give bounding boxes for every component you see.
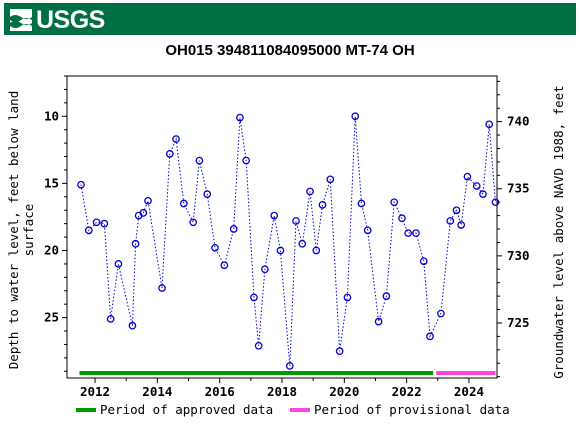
data-point bbox=[270, 211, 279, 220]
x-tick-label: 2018 bbox=[267, 384, 297, 399]
data-point bbox=[491, 198, 500, 207]
data-point bbox=[131, 239, 140, 248]
data-point bbox=[312, 246, 321, 255]
data-point bbox=[363, 226, 372, 235]
data-point bbox=[211, 243, 219, 252]
data-point bbox=[92, 218, 101, 227]
data-point bbox=[292, 217, 300, 225]
data-point bbox=[144, 196, 152, 205]
data-point bbox=[250, 293, 258, 302]
data-point bbox=[254, 341, 263, 350]
data-point bbox=[84, 226, 93, 235]
data-point bbox=[114, 260, 123, 268]
x-tick-label: 2020 bbox=[329, 384, 359, 399]
data-point bbox=[298, 239, 307, 248]
y-left-tick-label: 10 bbox=[44, 108, 59, 123]
data-point bbox=[77, 180, 85, 189]
data-point bbox=[357, 199, 366, 208]
data-point bbox=[446, 217, 455, 225]
data-point bbox=[374, 317, 383, 326]
data-point bbox=[426, 332, 434, 341]
data-point bbox=[452, 206, 461, 215]
x-tick-label: 2014 bbox=[142, 384, 172, 399]
data-point bbox=[485, 120, 494, 129]
data-point bbox=[242, 156, 251, 165]
plot-frame bbox=[66, 75, 498, 379]
usgs-wave-icon bbox=[10, 9, 32, 31]
y-axis-right-label: Groundwater level above NAVD 1988, feet bbox=[551, 85, 566, 379]
data-point bbox=[412, 229, 420, 237]
data-point bbox=[165, 149, 174, 158]
data-point bbox=[139, 209, 148, 217]
data-point bbox=[457, 221, 466, 229]
x-tick-label: 2012 bbox=[80, 384, 110, 399]
y-right-tick-label: 735 bbox=[507, 181, 530, 196]
data-point bbox=[382, 292, 391, 300]
x-tick-label: 2024 bbox=[454, 384, 484, 399]
chart-title: OH015 394811084095000 MT-74 OH bbox=[165, 42, 415, 59]
data-point bbox=[276, 246, 285, 255]
data-point bbox=[189, 218, 198, 227]
y-axis-left: 10 15 20 25 bbox=[44, 75, 67, 372]
data-point bbox=[326, 175, 335, 184]
data-point bbox=[335, 347, 344, 356]
data-point bbox=[437, 309, 445, 318]
y-axis-right: 740 735 730 725 bbox=[497, 80, 530, 378]
legend: Period of approved data Period of provis… bbox=[76, 402, 510, 417]
data-point bbox=[128, 321, 137, 330]
data-point bbox=[306, 187, 314, 196]
data-point bbox=[195, 156, 204, 165]
usgs-logo-text: USGS bbox=[36, 5, 105, 34]
y-right-tick-label: 730 bbox=[507, 248, 530, 263]
y-left-tick-label: 20 bbox=[44, 242, 59, 257]
data-point bbox=[318, 201, 327, 209]
data-point bbox=[472, 182, 481, 190]
x-axis: 2012 2014 2016 2018 2020 2022 2024 bbox=[80, 378, 484, 399]
data-point bbox=[351, 112, 360, 121]
data-point bbox=[261, 265, 269, 274]
data-point bbox=[398, 214, 406, 223]
legend-provisional-label: Period of provisional data bbox=[314, 402, 510, 417]
legend-approved-label: Period of approved data bbox=[100, 402, 273, 417]
x-tick-label: 2022 bbox=[392, 384, 422, 399]
data-point bbox=[390, 198, 399, 207]
usgs-banner: USGS bbox=[4, 3, 576, 35]
x-tick-label: 2016 bbox=[205, 384, 235, 399]
data-point bbox=[343, 293, 352, 302]
data-points bbox=[77, 112, 500, 370]
data-point bbox=[404, 229, 413, 237]
data-point bbox=[236, 113, 244, 122]
usgs-logo[interactable]: USGS bbox=[10, 5, 105, 34]
data-point bbox=[479, 190, 487, 198]
data-point bbox=[106, 315, 115, 323]
series-line bbox=[80, 116, 496, 366]
y-left-tick-label: 15 bbox=[44, 175, 59, 190]
data-point bbox=[419, 257, 428, 266]
data-point bbox=[220, 261, 229, 270]
y-axis-left-label-line1: Depth to water level, feet below land bbox=[6, 91, 21, 369]
data-point bbox=[100, 219, 109, 228]
data-point bbox=[158, 284, 166, 292]
data-point bbox=[285, 362, 294, 370]
data-point bbox=[229, 225, 238, 233]
data-point bbox=[172, 135, 180, 143]
y-left-tick-label: 25 bbox=[44, 310, 59, 325]
y-right-tick-label: 725 bbox=[507, 315, 530, 330]
y-axis-left-label-line2: surface bbox=[21, 204, 36, 257]
data-point bbox=[463, 172, 472, 181]
data-point bbox=[179, 199, 188, 208]
data-point bbox=[203, 190, 212, 198]
y-right-tick-label: 740 bbox=[507, 114, 530, 129]
